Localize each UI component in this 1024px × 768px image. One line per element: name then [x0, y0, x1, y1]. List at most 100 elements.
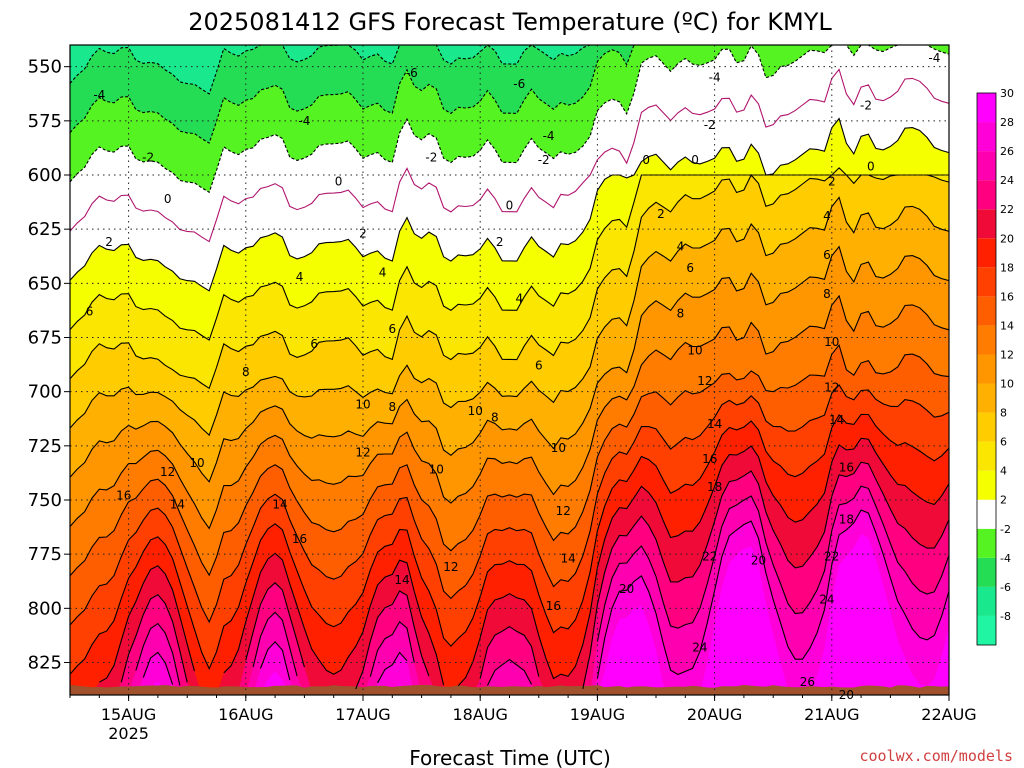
- colorbar-swatch: [977, 122, 996, 152]
- isotherm-24: [135, 485, 950, 686]
- colorbar-label: 6: [1000, 436, 1007, 449]
- temperature-bands: [70, 45, 949, 696]
- isotherm-8: [69, 196, 950, 437]
- y-tick-label: 600: [28, 165, 62, 186]
- contour-label: 6: [310, 337, 318, 351]
- temperature-band: [70, 557, 949, 695]
- colorbar-swatch: [977, 557, 996, 587]
- colorbar-swatch: [977, 180, 996, 210]
- colorbar-label: 26: [1000, 145, 1014, 158]
- x-tick-label: 17AUG: [335, 705, 390, 724]
- contour-label: -2: [704, 118, 716, 132]
- y-tick-label: 675: [28, 328, 62, 349]
- contour-label: 12: [697, 374, 712, 388]
- colorbar-label: 8: [1000, 407, 1007, 420]
- colorbar-swatch: [977, 354, 996, 384]
- contour-label: 14: [170, 497, 185, 511]
- contour-label: -4: [709, 71, 721, 85]
- x-tick-label: 22AUG: [921, 705, 976, 724]
- y-tick-label: 750: [28, 490, 62, 511]
- contour-label: 4: [296, 270, 304, 284]
- contour-label: 24: [819, 593, 834, 607]
- contour-label: 0: [642, 153, 650, 167]
- y-tick-label: 725: [28, 436, 62, 457]
- isotherm-lines: [69, 44, 950, 690]
- contour-label: 26: [800, 675, 815, 689]
- contour-label: 14: [829, 413, 844, 427]
- contour-label: 0: [691, 153, 699, 167]
- colorbar-label: 10: [1000, 378, 1014, 391]
- contour-label: 10: [189, 456, 204, 470]
- x-tick-label: 20AUG: [687, 705, 742, 724]
- contour-label: 4: [823, 209, 831, 223]
- contour-label: 8: [242, 365, 250, 379]
- colorbar-frame: [976, 92, 997, 646]
- contour-label: 6: [823, 248, 831, 262]
- colorbar-label: -4: [1000, 552, 1011, 565]
- isotherm-18: [69, 413, 950, 675]
- contour-label: 10: [551, 441, 566, 455]
- contour-label: 6: [686, 261, 694, 275]
- contour-label: 16: [839, 461, 854, 475]
- colorbar-label: -2: [1000, 523, 1011, 536]
- contour-label: 14: [707, 417, 722, 431]
- contour-label: 20: [751, 554, 766, 568]
- y-tick-label: 700: [28, 382, 62, 403]
- x-tick-year-label: 2025: [108, 724, 149, 743]
- contour-label: 16: [292, 532, 307, 546]
- isotherm-16: [69, 383, 950, 626]
- contour-label: 10: [429, 463, 444, 477]
- credit-link[interactable]: coolwx.com/models: [859, 747, 1013, 765]
- colorbar-label: 24: [1000, 174, 1014, 187]
- colorbar-swatch: [977, 441, 996, 471]
- colorbar-swatch: [977, 412, 996, 442]
- contour-label: 6: [388, 322, 396, 336]
- contour-label: 8: [823, 287, 831, 301]
- colorbar-swatch: [977, 383, 996, 413]
- contour-label: 16: [546, 599, 561, 613]
- x-tick-label: 21AUG: [804, 705, 859, 724]
- contour-label: 0: [164, 192, 172, 206]
- colorbar-swatch: [977, 296, 996, 326]
- contour-label: 8: [388, 400, 396, 414]
- contour-label: 2: [496, 235, 504, 249]
- y-tick-label: 775: [28, 544, 62, 565]
- colorbar-label: 16: [1000, 290, 1014, 303]
- colorbar-swatch: [977, 238, 996, 268]
- contour-label: 10: [687, 344, 702, 358]
- x-tick-label: 18AUG: [452, 705, 507, 724]
- contour-label: 14: [560, 552, 575, 566]
- contour-label: -4: [543, 129, 555, 143]
- contour-label: 18: [839, 513, 854, 527]
- contour-label: 2: [359, 227, 367, 241]
- colorbar-label: 14: [1000, 319, 1014, 332]
- contour-label: 22: [824, 549, 839, 563]
- contour-label: 12: [443, 560, 458, 574]
- contour-label: 12: [824, 380, 839, 394]
- contour-label: -2: [142, 151, 154, 165]
- contour-label: 6: [535, 359, 543, 373]
- isotherm-10: [69, 245, 950, 483]
- contour-label: 16: [702, 452, 717, 466]
- contour-label: -2: [538, 153, 550, 167]
- contour-label: 0: [335, 175, 343, 189]
- contour-label: 22: [702, 549, 717, 563]
- contour-label: 4: [379, 266, 387, 280]
- contour-label: 12: [556, 504, 571, 518]
- isotherm-2: [69, 117, 950, 292]
- contour-label: 2: [105, 235, 113, 249]
- x-tick-label: 19AUG: [570, 705, 625, 724]
- contour-label: -4: [93, 88, 105, 102]
- isotherm-12: [69, 294, 950, 530]
- colorbar-label: 18: [1000, 261, 1014, 274]
- contour-label: -4: [298, 114, 310, 128]
- ground-surface: [70, 684, 949, 695]
- y-axis: 550 575 600 625 650 675 700 725 750 775 800 825: [28, 57, 70, 674]
- contour-label: 0: [867, 159, 875, 173]
- y-tick-label: 650: [28, 273, 62, 294]
- contour-label: 8: [677, 307, 685, 321]
- y-tick-label: 575: [28, 111, 62, 132]
- colorbar-swatch: [977, 615, 996, 645]
- contour-label: 12: [160, 465, 175, 479]
